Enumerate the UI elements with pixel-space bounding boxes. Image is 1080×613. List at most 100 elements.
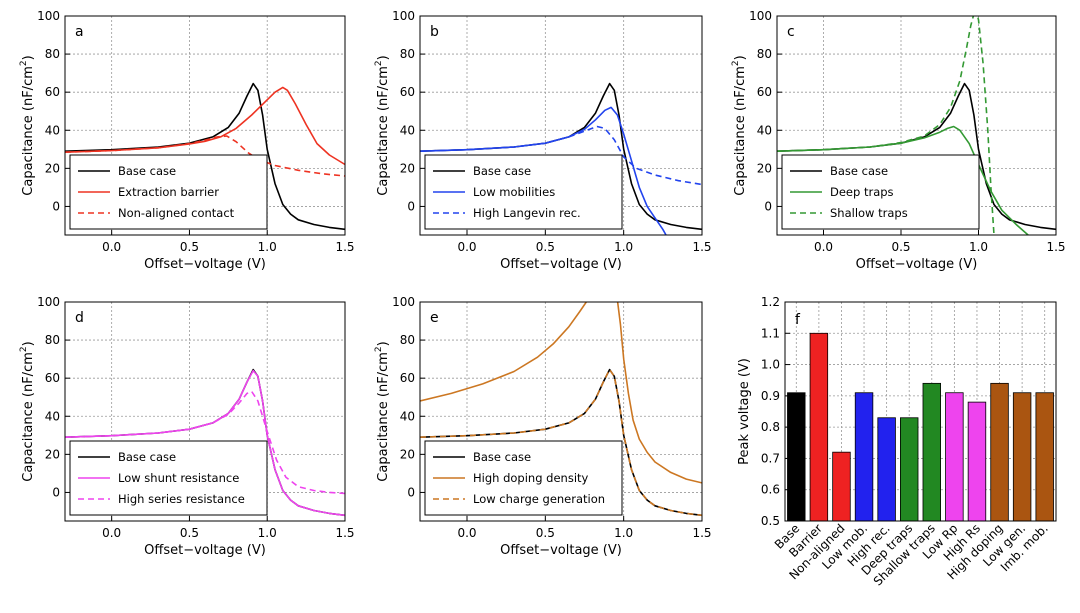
legend-label: Shallow traps: [830, 206, 908, 220]
y-axis-label-main: Capacitance (nF/cm: [376, 352, 391, 482]
y-axis-label-sup: 2: [19, 346, 29, 352]
y-axis-label-end: ): [376, 341, 391, 346]
series-line-non-aligned-contact: [65, 135, 345, 177]
y-tick-label: 0.8: [761, 420, 780, 434]
y-axis-label-main: Capacitance (nF/cm: [21, 352, 36, 482]
legend-label: Base case: [830, 164, 888, 178]
panel-letter: d: [75, 310, 84, 326]
axes-frame: [419, 301, 703, 522]
y-tick-label: 80: [400, 47, 415, 61]
x-tick-label: 0.0: [102, 240, 121, 254]
y-tick-label: 20: [45, 447, 60, 461]
x-tick-label: 1.5: [692, 526, 711, 540]
y-tick-label: 0.5: [761, 514, 780, 528]
bar-high-doping: [990, 382, 1009, 522]
bar-low-rp: [945, 392, 964, 522]
y-tick-label: 60: [45, 85, 60, 99]
y-axis-label-sup: 2: [731, 60, 741, 66]
panel-letter: f: [795, 312, 801, 328]
y-tick-label: 1.0: [761, 358, 780, 372]
x-tick-label: 0.0: [457, 240, 476, 254]
legend-label: Extraction barrier: [118, 185, 219, 199]
panel-f: 0.50.60.70.80.91.01.11.2BaseBarrierNon-a…: [737, 295, 1057, 588]
legend-label: Low shunt resistance: [118, 471, 239, 485]
legend-label: Base case: [473, 164, 531, 178]
series-group: [65, 368, 345, 517]
y-axis-label-main: Capacitance (nF/cm: [376, 66, 391, 196]
series-line-high-langevin-rec-: [420, 125, 702, 186]
x-tick-label: 0.5: [891, 240, 910, 254]
x-tick-label: 0.0: [457, 526, 476, 540]
y-axis-label: Capacitance (nF/cm2): [374, 55, 391, 195]
series-group: [420, 82, 702, 235]
axes-frame: [64, 301, 346, 522]
x-tick-label: 1.5: [335, 240, 354, 254]
series-line-high-doping-density: [616, 302, 702, 484]
y-tick-label: 80: [45, 47, 60, 61]
axes-frame: [64, 15, 346, 236]
x-tick-label: 0.5: [536, 240, 555, 254]
y-tick-label: 40: [45, 409, 60, 423]
x-tick-label: 1.0: [614, 240, 633, 254]
panel-letter: b: [430, 24, 439, 40]
y-axis-label-sup: 2: [374, 346, 384, 352]
legend-label: Base case: [118, 450, 176, 464]
x-tick-label: 1.0: [258, 240, 277, 254]
axes-frame: [419, 15, 703, 236]
x-tick-label: 0.0: [102, 526, 121, 540]
x-tick-label: 1.5: [692, 240, 711, 254]
y-tick-label: 100: [392, 295, 415, 309]
y-tick-label: 40: [45, 123, 60, 137]
x-tick-label: 1.0: [258, 526, 277, 540]
y-axis-label-end: ): [376, 55, 391, 60]
y-tick-label: 20: [400, 161, 415, 175]
legend-label: Non-aligned contact: [118, 206, 235, 220]
x-tick-label: 1.0: [614, 526, 633, 540]
y-tick-label: 60: [400, 371, 415, 385]
x-axis-label: Offset−voltage (V): [500, 543, 622, 558]
y-tick-label: 80: [400, 333, 415, 347]
bar-non-aligned: [832, 451, 851, 522]
y-tick-label: 20: [45, 161, 60, 175]
x-tick-label: 0.5: [180, 526, 199, 540]
bar-barrier: [809, 332, 829, 522]
series-group: [777, 16, 1056, 235]
y-tick-label: 0.7: [761, 451, 780, 465]
series-line-shallow-traps: [777, 16, 995, 235]
legend-label: Deep traps: [830, 185, 894, 199]
panel-c: 0.0 0.5 1.0 1.5 0 20 40 60 80 100 c Base case Deep t…: [731, 9, 1066, 272]
legend-label: Low mobilities: [473, 185, 555, 199]
y-tick-label: 20: [400, 447, 415, 461]
series-line-extraction-barrier: [65, 86, 345, 166]
y-axis-label: Peak voltage (V): [737, 358, 752, 465]
y-tick-label: 0: [764, 199, 772, 213]
y-tick-label: 80: [757, 47, 772, 61]
series-group: [65, 82, 345, 231]
series-line-low-charge-generation: [420, 368, 702, 517]
bar-shallow-traps: [922, 382, 941, 522]
y-tick-label: 60: [45, 371, 60, 385]
panel-d: 0.0 0.5 1.0 1.5 0 20 40 60 80 100 d Base case Low sh…: [19, 295, 355, 558]
bar-deep-traps: [900, 417, 919, 522]
y-tick-label: 0.9: [761, 389, 780, 403]
x-tick-label: 1.0: [969, 240, 988, 254]
x-tick-label: 1.5: [335, 526, 354, 540]
y-axis-label: Capacitance (nF/cm2): [19, 55, 36, 195]
y-axis-label-end: ): [21, 55, 36, 60]
bar-high-rec-: [877, 417, 896, 522]
y-tick-label: 0: [407, 199, 415, 213]
y-axis-label: Capacitance (nF/cm2): [19, 341, 36, 481]
y-axis-label: Capacitance (nF/cm2): [731, 55, 748, 195]
y-tick-label: 60: [400, 85, 415, 99]
y-tick-label: 80: [45, 333, 60, 347]
y-tick-label: 1.1: [761, 326, 780, 340]
bar-high-rs: [967, 401, 987, 522]
panel-a: 0.0 0.5 1.0 1.5 0 20 40 60 80 100 a Base case Extrac…: [19, 9, 355, 272]
y-tick-label: 100: [392, 9, 415, 23]
series-group: [420, 302, 702, 517]
panel-letter: a: [75, 24, 84, 40]
axes-frame: [776, 15, 1057, 236]
axes-frame: [784, 301, 1057, 522]
y-tick-label: 0: [52, 485, 60, 499]
